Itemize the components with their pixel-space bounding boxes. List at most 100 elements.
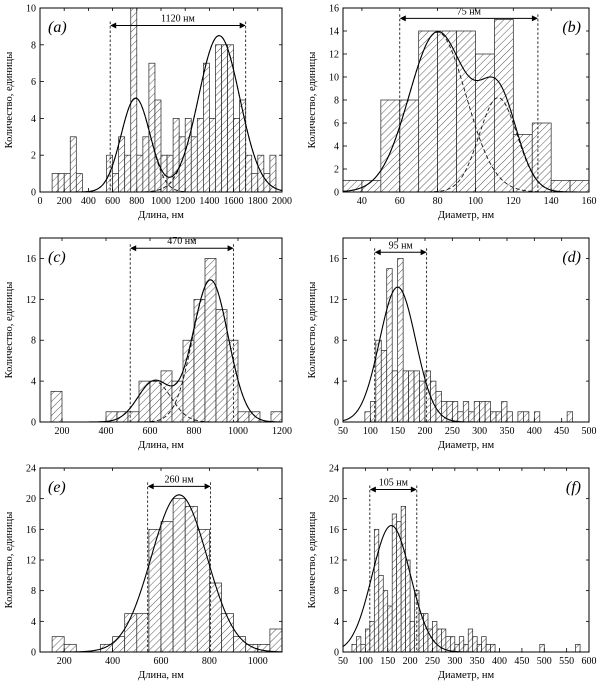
x-tick-label-f-7: 400 xyxy=(492,656,507,667)
bar-a-8 xyxy=(124,154,132,192)
bar-e-0 xyxy=(51,636,65,652)
bar-e-6 xyxy=(148,528,162,652)
x-tick-label-a-6: 1200 xyxy=(175,196,195,207)
y-ticks-d: 0 4 8 12 16 xyxy=(329,254,589,429)
bar-f-5 xyxy=(373,528,380,652)
bar-d-9 xyxy=(413,370,420,422)
x-tick-label-b-2: 80 xyxy=(433,196,443,207)
bar-d-17 xyxy=(457,411,464,422)
bar-c-5 xyxy=(149,380,162,422)
y-tick-label-d-2: 8 xyxy=(334,336,339,347)
y-tick-label-b-4: 8 xyxy=(334,96,339,107)
x-tick-label-e-3: 800 xyxy=(202,656,217,667)
x-ticks-c: 200 400 600 800 1000 1200 xyxy=(55,238,292,437)
y-tick-label-c-0: 0 xyxy=(31,418,36,429)
bar-a-20 xyxy=(196,118,204,192)
bar-a-27 xyxy=(239,99,247,192)
bar-b-8 xyxy=(494,19,514,192)
y-tick-label-e-2: 8 xyxy=(31,586,36,597)
x-ticks-b: 40 60 80 100 120 140 160 xyxy=(357,8,597,207)
x-tick-label-d-4: 250 xyxy=(445,426,460,437)
bar-e-3 xyxy=(112,636,126,652)
x-tick-label-b-6: 160 xyxy=(582,196,597,207)
panel-label-d: (d) xyxy=(562,249,581,266)
width-annotation-b: 75 нм xyxy=(399,6,539,192)
x-tick-label-d-5: 300 xyxy=(472,426,487,437)
width-annotation-f: 105 нм xyxy=(369,477,418,652)
arrowhead-right-d xyxy=(420,249,427,256)
width-annotation-e: 260 нм xyxy=(147,474,212,652)
bar-d-6 xyxy=(397,258,404,422)
width-annotation-c: 470 нм xyxy=(129,236,235,422)
bar-d-24 xyxy=(495,411,502,422)
width-annotation-a: 1120 нм xyxy=(109,13,247,192)
bar-b-7 xyxy=(475,53,495,192)
y-axis-label-f: Количество, единицы xyxy=(307,512,318,609)
arrowhead-right-c xyxy=(227,245,234,252)
y-tick-label-f-4: 16 xyxy=(329,525,339,536)
y-tick-label-b-6: 12 xyxy=(329,50,339,61)
bar-a-21 xyxy=(203,62,210,192)
bar-a-2 xyxy=(63,173,71,192)
y-tick-label-f-1: 4 xyxy=(334,617,339,628)
bar-d-11 xyxy=(424,370,431,422)
y-ticks-b: 0 2 4 6 8 10 12 14 16 xyxy=(329,4,589,199)
x-tick-label-b-5: 140 xyxy=(544,196,559,207)
x-tick-label-f-11: 600 xyxy=(582,656,597,667)
bar-a-6 xyxy=(112,173,119,192)
bar-d-4 xyxy=(386,268,393,422)
bar-f-30 xyxy=(485,643,491,652)
x-tick-label-c-2: 600 xyxy=(143,426,158,437)
bar-b-2 xyxy=(380,99,401,192)
x-ticks-d: 50 100 150 200 250 300 350 400 450 500 xyxy=(338,238,597,437)
y-axis-label-a: Количество, единицы xyxy=(4,52,15,149)
y-tick-label-f-6: 24 xyxy=(329,464,339,475)
x-tick-label-e-4: 1000 xyxy=(248,656,268,667)
bar-f-27 xyxy=(472,636,478,652)
panel-label-c: (c) xyxy=(48,249,66,266)
y-tick-label-e-0: 0 xyxy=(31,648,36,659)
bar-d-14 xyxy=(441,401,448,422)
x-tick-label-e-0: 200 xyxy=(57,656,72,667)
x-tick-label-f-8: 450 xyxy=(514,656,529,667)
bar-a-11 xyxy=(142,136,150,192)
bar-f-22 xyxy=(449,636,456,652)
bar-a-16 xyxy=(172,118,180,192)
x-tick-label-f-6: 350 xyxy=(470,656,485,667)
bar-e-8 xyxy=(172,498,186,652)
bar-c-13 xyxy=(237,411,250,422)
y-tick-label-a-0: 0 xyxy=(31,188,36,199)
y-tick-label-a-5: 10 xyxy=(26,4,36,15)
x-tick-label-d-9: 500 xyxy=(582,426,597,437)
bar-a-22 xyxy=(209,118,216,192)
bar-e-5 xyxy=(136,613,150,652)
y-tick-label-d-0: 0 xyxy=(334,418,339,429)
x-tick-label-f-5: 300 xyxy=(447,656,462,667)
bar-e-11 xyxy=(209,582,222,652)
x-tick-label-f-4: 250 xyxy=(425,656,440,667)
bar-b-9 xyxy=(512,134,533,192)
y-ticks-e: 0 4 8 12 16 20 24 xyxy=(26,464,282,659)
bar-a-7 xyxy=(118,136,126,192)
bar-e-12 xyxy=(221,613,234,652)
y-tick-label-d-3: 12 xyxy=(329,295,339,306)
y-ticks-f: 0 4 8 12 16 20 24 xyxy=(329,464,589,659)
y-tick-label-b-2: 4 xyxy=(334,142,339,153)
bar-a-10 xyxy=(136,154,144,192)
bar-d-25 xyxy=(501,401,508,422)
arrowhead-right-b xyxy=(531,15,538,22)
y-tick-label-e-4: 16 xyxy=(26,525,36,536)
bar-a-3 xyxy=(69,136,77,192)
arrowhead-right-f xyxy=(410,486,417,493)
y-tick-label-b-5: 10 xyxy=(329,73,339,84)
bar-d-19 xyxy=(468,411,475,422)
bars-f xyxy=(351,505,581,652)
x-tick-label-d-2: 150 xyxy=(390,426,405,437)
x-tick-label-d-7: 400 xyxy=(527,426,542,437)
bar-a-31 xyxy=(263,173,271,192)
bar-b-12 xyxy=(569,180,589,192)
bar-b-10 xyxy=(531,122,552,192)
bar-e-4 xyxy=(124,613,138,652)
bar-f-26 xyxy=(467,628,474,652)
x-axis-label-f: Диаметр, нм xyxy=(438,670,495,681)
